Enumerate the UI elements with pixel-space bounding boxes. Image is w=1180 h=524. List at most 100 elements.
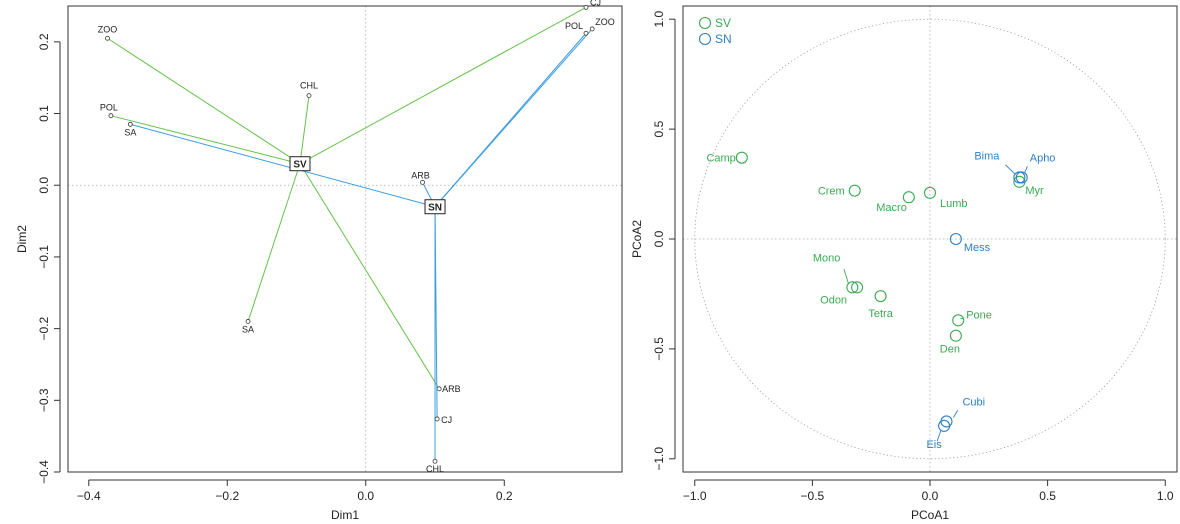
centroid-sv: SV bbox=[289, 156, 311, 172]
point-sv-arb bbox=[436, 386, 442, 392]
point-label: Mess bbox=[964, 242, 991, 254]
point-label: CHL bbox=[300, 81, 318, 91]
point-label: POL bbox=[565, 21, 583, 31]
point-label: CHL bbox=[426, 464, 444, 474]
centroid-sn: SN bbox=[424, 199, 446, 215]
y-tick-label: 0.2 bbox=[37, 33, 51, 50]
segment-sv-sa bbox=[247, 163, 301, 322]
y-tick-label: 0.1 bbox=[37, 105, 51, 122]
point-tetra bbox=[874, 290, 887, 303]
x-tick-label: 0.0 bbox=[922, 489, 939, 503]
series-sv: ZOO POL SA CHL CJ ARB bbox=[98, 0, 601, 394]
point-sv-cj bbox=[583, 5, 589, 10]
point-pone bbox=[952, 314, 965, 327]
series-sn: Bima Apho Mess Cubi Eis bbox=[926, 150, 1055, 450]
segment-sn-zoo bbox=[434, 28, 593, 208]
point-sv-sa bbox=[245, 319, 251, 324]
point-label: ZOO bbox=[595, 17, 615, 27]
point-label: Myr bbox=[1025, 185, 1044, 197]
leader-line bbox=[1024, 166, 1028, 173]
point-camp bbox=[735, 151, 748, 164]
segment-sv-zoo bbox=[107, 37, 301, 165]
x-tick-label: 1.0 bbox=[1157, 489, 1174, 503]
point-odon bbox=[851, 281, 864, 294]
x-tick-label: −1.0 bbox=[683, 489, 707, 503]
point-crem bbox=[848, 184, 861, 197]
point-label: ARB bbox=[411, 170, 430, 180]
point-sn-chl bbox=[432, 458, 438, 464]
x-axis-title: PCoA1 bbox=[911, 508, 949, 522]
x-tick-label: 0.2 bbox=[496, 489, 513, 503]
legend-marker bbox=[698, 16, 712, 30]
y-tick-label: −0.3 bbox=[37, 388, 51, 412]
x-axis-title: Dim1 bbox=[331, 508, 359, 522]
point-label: Pone bbox=[966, 309, 992, 321]
y-tick-label: 0.0 bbox=[652, 230, 666, 247]
point-label: ZOO bbox=[98, 24, 118, 34]
plot-frame bbox=[67, 5, 623, 473]
point-macro bbox=[902, 191, 915, 204]
y-axis-title: Dim2 bbox=[15, 225, 29, 253]
y-tick-label: 1.0 bbox=[652, 11, 666, 28]
legend: SV SN bbox=[698, 16, 732, 46]
point-label: Macro bbox=[876, 202, 907, 214]
point-label: SA bbox=[124, 127, 136, 137]
y-tick-label: 0.0 bbox=[37, 177, 51, 194]
leader-line bbox=[953, 410, 959, 418]
point-label: Den bbox=[940, 344, 960, 356]
point-sn-cj bbox=[434, 416, 440, 422]
legend-item-sn: SN bbox=[698, 32, 732, 46]
point-label: CJ bbox=[590, 0, 601, 7]
x-tick-label: −0.4 bbox=[77, 489, 101, 503]
y-tick-label: 0.5 bbox=[652, 120, 666, 137]
segment-sv-pol bbox=[110, 115, 301, 165]
unit-circle bbox=[694, 18, 1166, 460]
point-sv-pol bbox=[108, 113, 114, 119]
segment-sv-cj bbox=[299, 6, 587, 165]
point-label: ARB bbox=[442, 384, 461, 394]
legend-item-sv: SV bbox=[698, 16, 731, 30]
y-tick-label: −1.0 bbox=[652, 447, 666, 471]
point-sn-zoo bbox=[589, 26, 595, 32]
point-label: POL bbox=[100, 103, 118, 113]
point-label: Crem bbox=[818, 186, 845, 198]
point-label: Odon bbox=[820, 294, 847, 306]
y-tick-label: −0.4 bbox=[37, 460, 51, 484]
point-label: Bima bbox=[974, 150, 1000, 162]
x-tick-label: −0.2 bbox=[215, 489, 239, 503]
plot-frame bbox=[682, 5, 1178, 473]
centroid-box bbox=[289, 156, 311, 172]
point-label: Tetra bbox=[868, 308, 893, 320]
series-sn: SA ARB POL ZOO CJ CHL bbox=[124, 17, 614, 474]
point-label: Lumb bbox=[940, 198, 968, 210]
leader-line bbox=[936, 429, 942, 442]
leader-line bbox=[1005, 164, 1016, 175]
x-tick-label: −0.5 bbox=[801, 489, 825, 503]
y-tick-label: −0.1 bbox=[37, 245, 51, 269]
plot-1: −0.4 −0.2 0.0 0.2 Dim1 −0.4 −0.3 −0.2 −0.1 0.0 0.1… bbox=[15, 0, 623, 522]
point-mess bbox=[949, 232, 962, 246]
segment-sn-sa bbox=[130, 123, 436, 208]
point-den bbox=[949, 329, 962, 342]
x-tick-label: 0.5 bbox=[1039, 489, 1056, 503]
segment-sv-arb bbox=[299, 163, 440, 390]
point-sv-zoo bbox=[105, 35, 110, 41]
centroid-label: SV bbox=[293, 160, 307, 171]
point-sn-sa bbox=[127, 121, 133, 127]
point-label: Apho bbox=[1030, 152, 1056, 164]
point-sn-arb bbox=[420, 179, 425, 185]
plot-2: −1.0 −0.5 0.0 0.5 1.0 PCoA1 −1.0 −0.5 0.0 0.5 1.0 P… bbox=[630, 5, 1178, 522]
y-tick-label: −0.5 bbox=[652, 337, 666, 361]
point-label: CJ bbox=[441, 415, 452, 425]
point-sv-chl bbox=[306, 93, 312, 99]
point-label: SA bbox=[242, 324, 254, 334]
point-mono bbox=[846, 281, 859, 294]
point-eis bbox=[938, 419, 951, 432]
point-label: Eis bbox=[926, 439, 942, 451]
series-sv: Camp Crem Macro Lumb Myr Mono Odon Tetra Pone Den bbox=[706, 151, 1044, 356]
point-label: Cubi bbox=[962, 396, 985, 408]
y-axis-title: PCoA2 bbox=[630, 220, 644, 258]
point-apho bbox=[1015, 171, 1028, 184]
legend-marker bbox=[698, 32, 712, 46]
